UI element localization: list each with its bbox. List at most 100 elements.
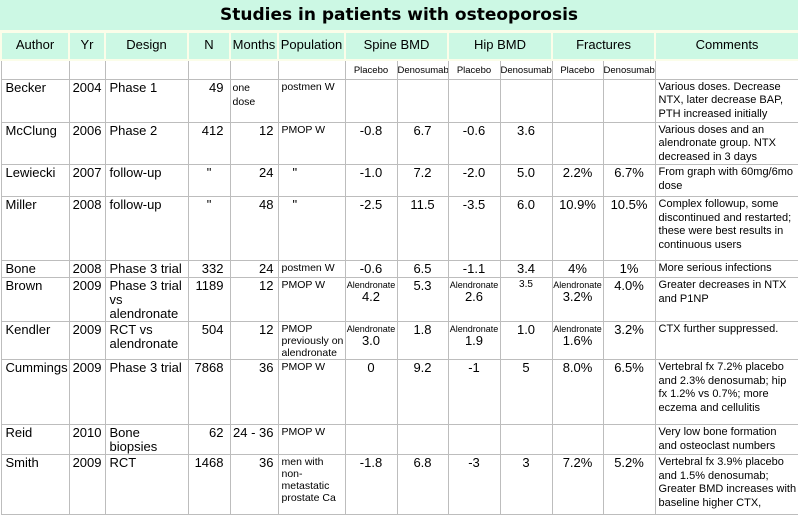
- cell-n: 1189: [187, 277, 231, 322]
- cell-n: ": [187, 164, 231, 197]
- population-value: postmen W: [281, 80, 335, 93]
- cell-hip-d: 3.6: [499, 121, 553, 165]
- n-value: 62: [209, 425, 224, 440]
- subheader-row: Placebo Denosumab Placebo Denosumab Plac…: [0, 59, 798, 80]
- frac-p-value: 10.9%: [559, 197, 596, 212]
- cell-frac-d: 6.7%: [602, 164, 656, 197]
- author-value: Reid: [5, 425, 33, 440]
- yr-value: 2009: [72, 455, 102, 470]
- cell-n: 49: [187, 78, 231, 123]
- cell-frac-d: 1%: [602, 260, 656, 278]
- design-value: Bone biopsies: [109, 425, 158, 454]
- frac-d-value: 6.5%: [614, 360, 644, 375]
- months-value: one dose: [232, 81, 256, 108]
- hip-p-value: -0.6: [462, 122, 486, 138]
- cell-frac-p: [551, 424, 604, 455]
- subheader-spacer: [277, 59, 346, 80]
- alendronate-label: Alendronate: [449, 280, 499, 290]
- cell-spine-p: [344, 78, 398, 123]
- population-value: men with non-metastatic prostate Ca: [281, 456, 336, 504]
- months-value: 12: [259, 278, 274, 293]
- cell-population: ": [277, 196, 346, 261]
- spine-d-value: 11.5: [410, 197, 435, 212]
- cell-hip-p: Alendronate 2.6: [447, 277, 501, 322]
- cell-population: postmen W: [277, 78, 346, 123]
- studies-table: Author Yr Design N Months Population Spi…: [0, 31, 798, 515]
- cell-yr: 2004: [68, 78, 106, 123]
- months-value: 48: [259, 197, 274, 212]
- column-header-design: Design: [104, 31, 189, 61]
- cell-design: Bone biopsies: [104, 424, 189, 455]
- spine-d-value: 6.8: [413, 455, 432, 470]
- spine-p-value: 4.2: [361, 289, 381, 304]
- cell-design: Phase 3 trial vs alendronate: [104, 277, 189, 322]
- column-header-n: N: [187, 31, 231, 61]
- cell-months: 24 - 36: [229, 424, 279, 455]
- subheader-hip-denosumab: Denosumab: [499, 59, 553, 80]
- n-value: 49: [209, 79, 224, 95]
- months-value: 24 - 36: [233, 425, 274, 440]
- cell-design: RCT: [104, 454, 189, 515]
- cell-months: 24: [229, 164, 279, 197]
- cell-comments: Vertebral fx 7.2% placebo and 2.3% denos…: [654, 359, 798, 425]
- population-value: PMOP previously on alendronate: [281, 323, 344, 359]
- cell-spine-p: [344, 424, 398, 455]
- spine-d-value: 5.3: [413, 278, 432, 293]
- yr-value: 2009: [72, 278, 102, 293]
- yr-value: 2010: [72, 425, 102, 440]
- cell-hip-d: [499, 78, 553, 123]
- comments-value: Various doses. Decrease NTX, later decre…: [658, 80, 784, 120]
- cell-hip-p: -0.6: [447, 121, 501, 165]
- author-value: Lewiecki: [5, 165, 56, 180]
- cell-design: Phase 3 trial: [104, 359, 189, 425]
- cell-yr: 2008: [68, 196, 106, 261]
- cell-frac-d: 6.5%: [602, 359, 656, 425]
- cell-yr: 2010: [68, 424, 106, 455]
- cell-months: 36: [229, 359, 279, 425]
- cell-spine-d: 6.7: [396, 121, 449, 165]
- comments-value: Greater decreases in NTX and P1NP: [658, 279, 787, 305]
- table-row: Lewiecki 2007 follow-up " 24 " -1.0 7.2 -2.0 5.0 2…: [0, 164, 798, 197]
- table-row: Reid 2010 Bone biopsies 62 24 - 36 PMOP W Very…: [0, 424, 798, 455]
- cell-hip-d: 1.0: [499, 321, 553, 360]
- cell-frac-p: Alendronate 1.6%: [551, 321, 604, 360]
- cell-comments: Complex followup, some discontinued and …: [654, 196, 798, 261]
- alendronate-label: Alendronate: [553, 324, 602, 334]
- cell-population: PMOP W: [277, 424, 346, 455]
- author-value: Smith: [5, 455, 39, 470]
- cell-yr: 2009: [68, 321, 106, 360]
- cell-spine-d: [396, 78, 449, 123]
- cell-spine-d: 5.3: [396, 277, 449, 322]
- table-row: Bone 2008 Phase 3 trial 332 24 postmen W -0.6 6…: [0, 260, 798, 278]
- cell-spine-p: -1.8: [344, 454, 398, 515]
- yr-value: 2009: [72, 322, 102, 337]
- spine-d-value: 1.8: [413, 322, 432, 337]
- comments-value: Vertebral fx 7.2% placebo and 2.3% denos…: [658, 361, 787, 414]
- hip-p-value: 2.6: [464, 289, 484, 304]
- table-body: Becker 2004 Phase 1 49 one dose postmen W Vari…: [0, 78, 798, 515]
- hip-d-value: 3.6: [516, 122, 536, 138]
- column-header-population: Population: [277, 31, 346, 61]
- cell-frac-d: [602, 78, 656, 123]
- cell-frac-d: 4.0%: [602, 277, 656, 322]
- hip-d-value: 3: [522, 455, 530, 470]
- spine-d-value: 6.5: [413, 261, 432, 276]
- frac-p-value: 1.6%: [562, 333, 593, 348]
- yr-value: 2008: [72, 261, 102, 276]
- cell-spine-d: 6.8: [396, 454, 449, 515]
- cell-hip-p: -2.0: [447, 164, 501, 197]
- hip-p-value: -2.0: [462, 165, 486, 180]
- cell-population: ": [277, 164, 346, 197]
- cell-comments: More serious infections: [654, 260, 798, 278]
- alendronate-label: Alendronate: [346, 280, 396, 290]
- cell-comments: Vertebral fx 3.9% placebo and 1.5% denos…: [654, 454, 798, 515]
- cell-hip-d: 3: [499, 454, 553, 515]
- table-row: McClung 2006 Phase 2 412 12 PMOP W -0.8 6.7 -0.6…: [0, 121, 798, 165]
- title-divider: [0, 30, 798, 31]
- cell-months: 12: [229, 277, 279, 322]
- cell-frac-d: [602, 121, 656, 165]
- cell-yr: 2007: [68, 164, 106, 197]
- cell-frac-p: 10.9%: [551, 196, 604, 261]
- cell-author: Lewiecki: [0, 164, 70, 197]
- column-header-fractures: Fractures: [551, 31, 657, 61]
